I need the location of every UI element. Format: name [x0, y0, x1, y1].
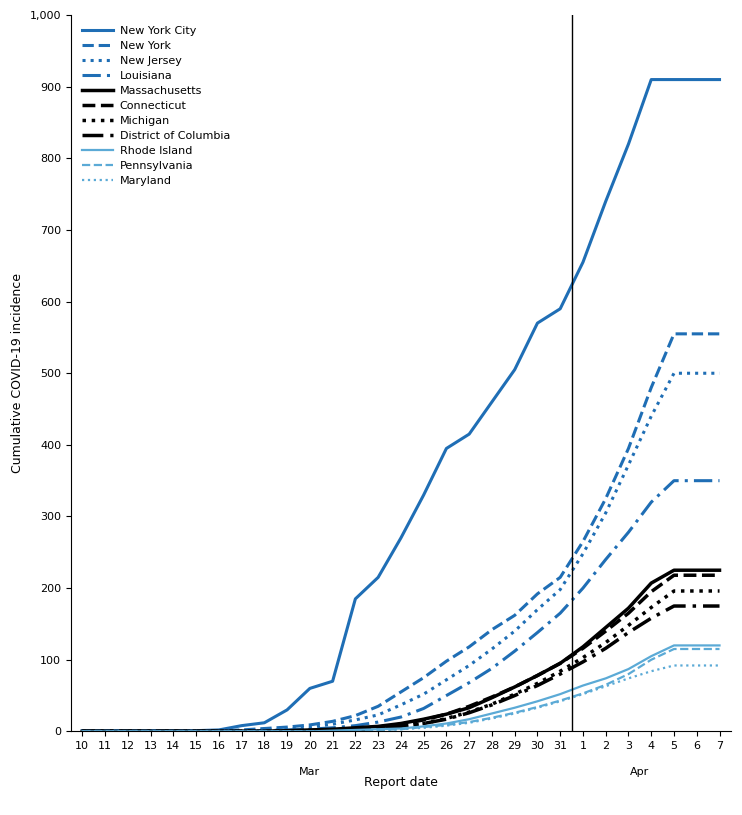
Legend: New York City, New York, New Jersey, Louisiana, Massachusetts, Connecticut, Mich: New York City, New York, New Jersey, Lou…	[76, 20, 236, 192]
Text: Apr: Apr	[630, 768, 649, 778]
Y-axis label: Cumulative COVID-19 incidence: Cumulative COVID-19 incidence	[11, 273, 24, 474]
X-axis label: Report date: Report date	[364, 776, 438, 789]
Text: Mar: Mar	[299, 768, 321, 778]
